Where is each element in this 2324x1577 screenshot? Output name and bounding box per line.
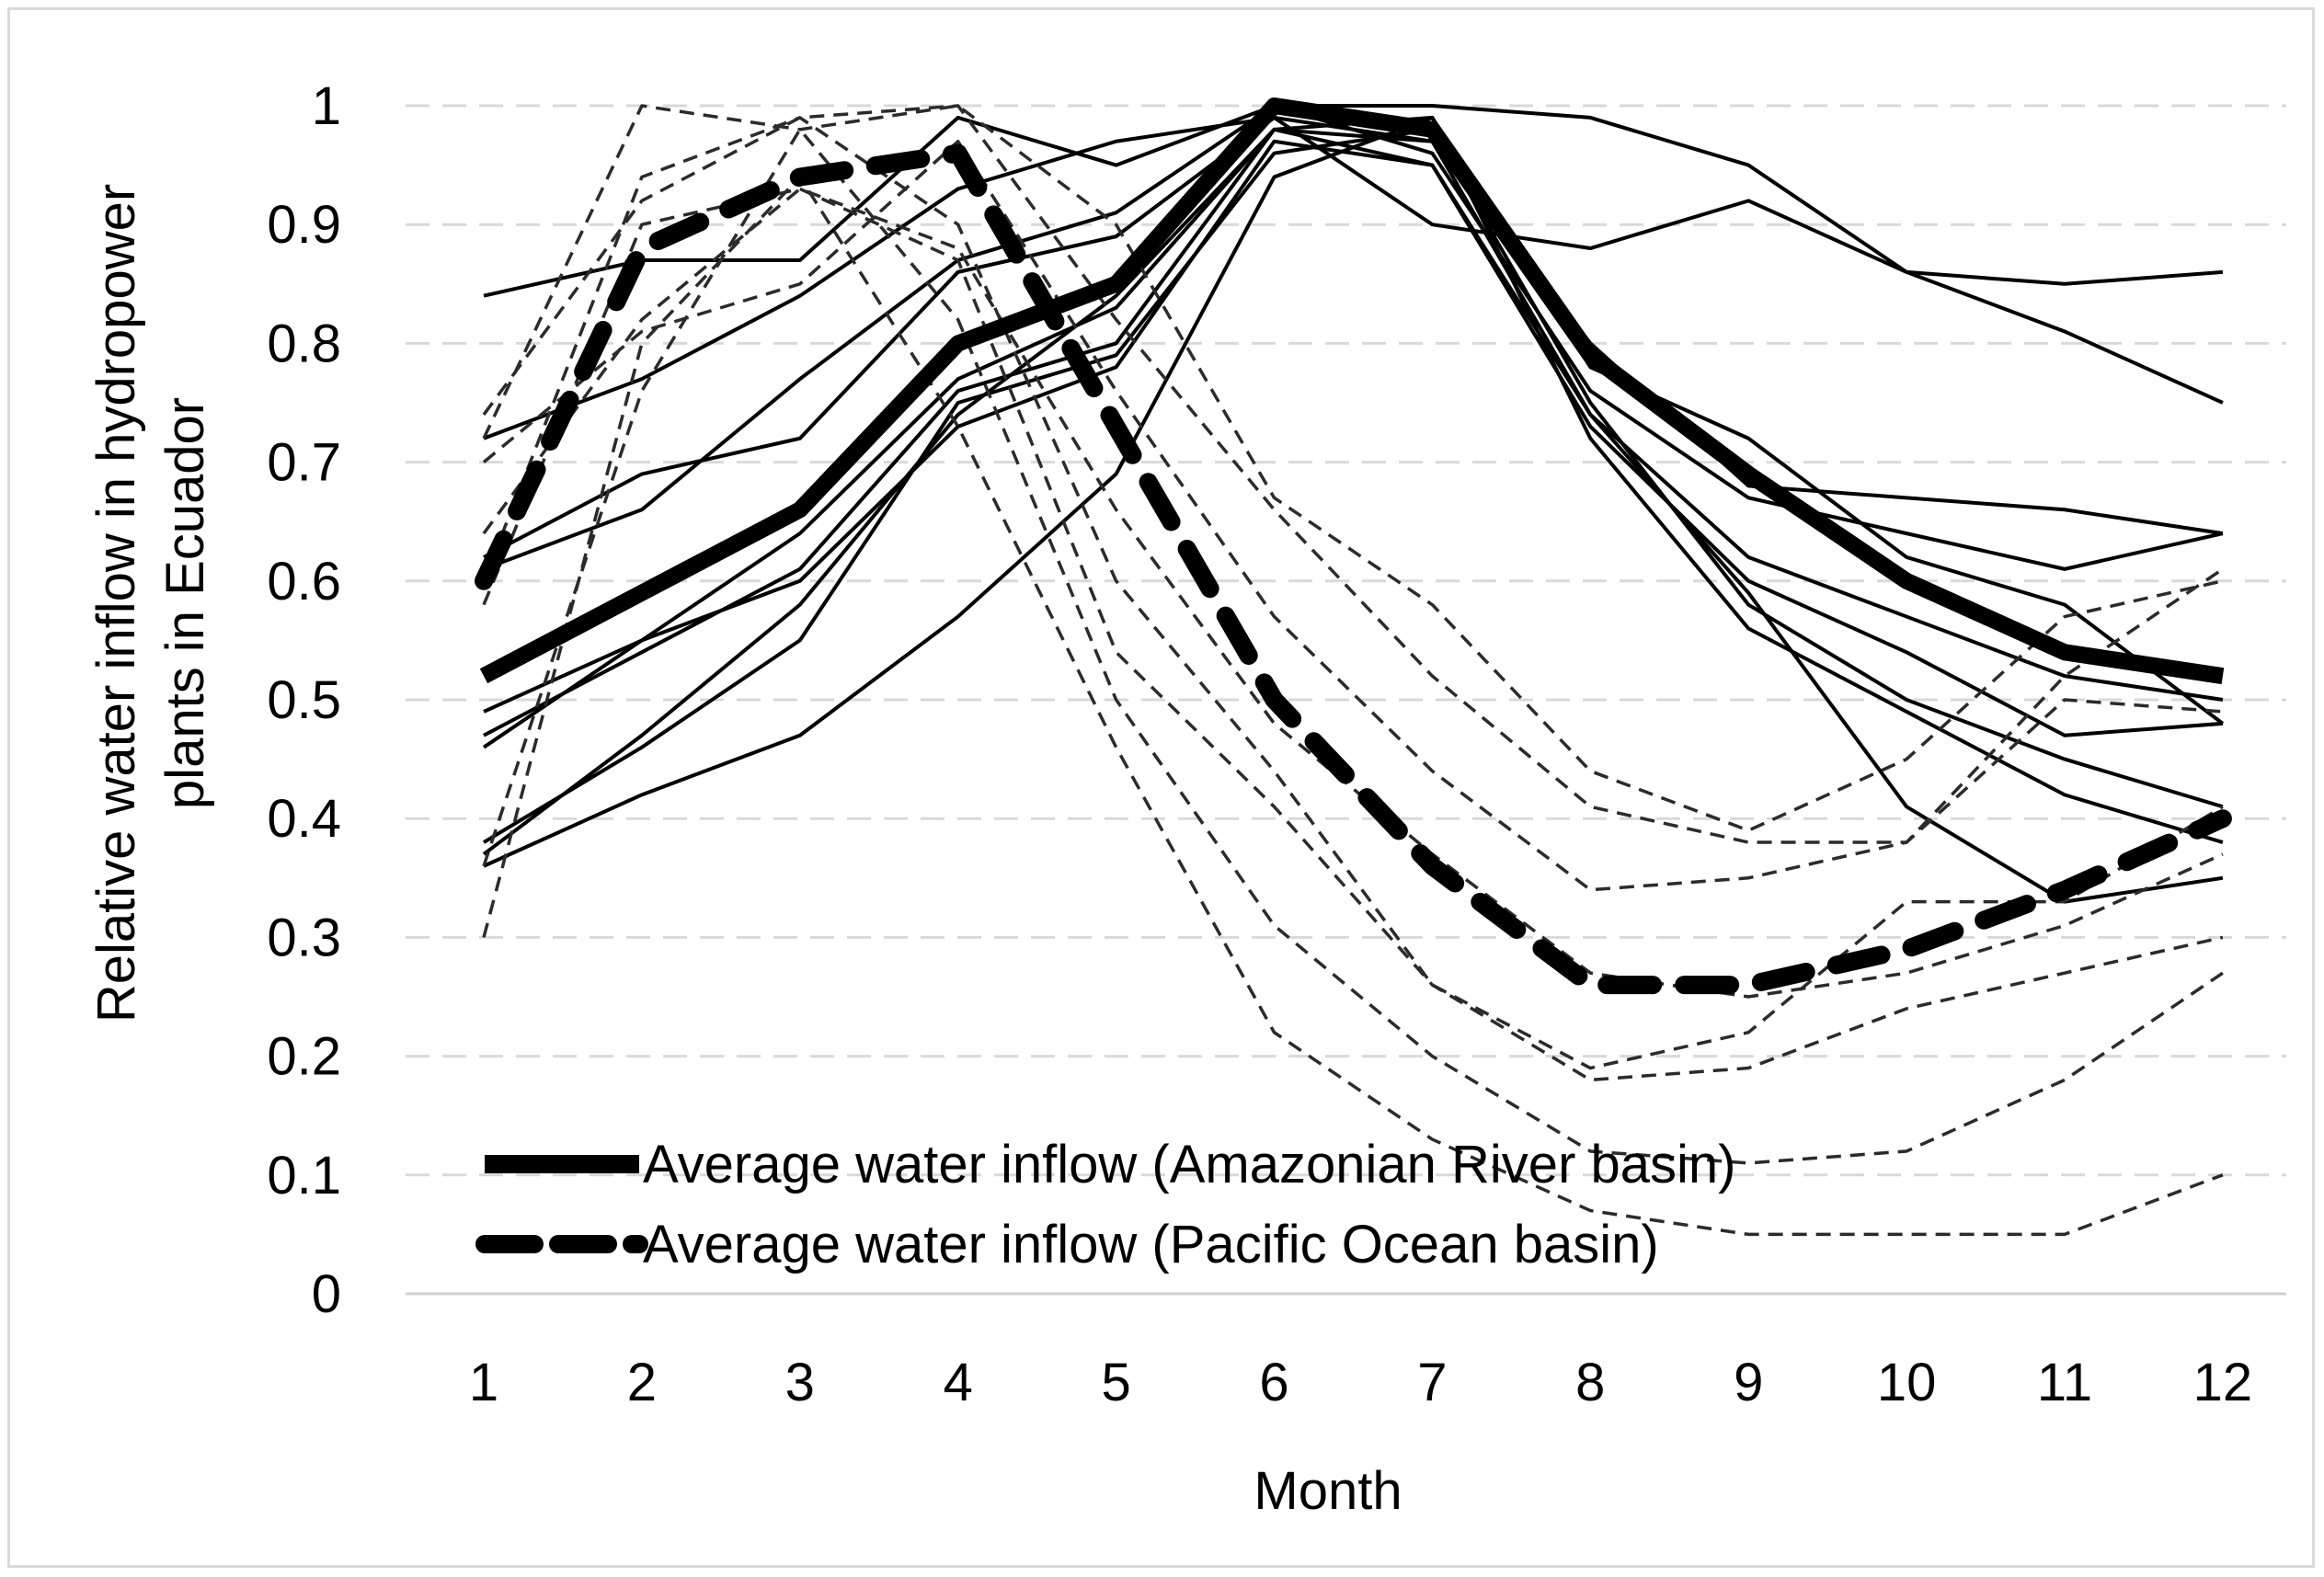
plant-line-amazonian [483, 115, 2224, 440]
y-axis-title-line-2: plants in Ecuador [155, 397, 215, 809]
plant-line-amazonian [482, 139, 2224, 749]
y-tick-label: 1 [312, 76, 341, 136]
plant-line-pacific [482, 187, 2224, 999]
plant-line-pacific [482, 104, 2224, 832]
plant-line-pacific [482, 104, 2224, 844]
legend-label-pacific-average: Average water inflow (Pacific Ocean basi… [643, 1215, 1659, 1274]
y-tick-label: 0.5 [267, 670, 341, 730]
x-tick-label: 6 [1259, 1353, 1288, 1412]
y-tick-label: 0 [312, 1264, 341, 1324]
x-tick-label: 4 [944, 1353, 973, 1412]
plant-line-pacific [482, 140, 2224, 892]
plant-line-amazonian [482, 127, 2224, 904]
x-tick-label: 11 [2037, 1353, 2092, 1412]
average-line-amazonian [479, 97, 2225, 685]
x-tick-label: 12 [2193, 1353, 2253, 1412]
y-tick-label: 0.7 [267, 433, 341, 493]
plant-line-pacific [482, 128, 2224, 1165]
y-axis-title: Relative water inflow in hydropower plan… [86, 184, 215, 1023]
x-axis-tick-labels: 1 2 3 4 5 6 7 8 9 10 11 12 [469, 1353, 2252, 1412]
series-lines [475, 97, 2232, 1237]
x-tick-label: 2 [627, 1353, 657, 1412]
y-tick-label: 0.9 [267, 195, 341, 255]
y-tick-label: 0.3 [267, 908, 341, 967]
x-axis-title: Month [1254, 1461, 1402, 1521]
x-tick-label: 9 [1734, 1353, 1763, 1412]
x-tick-label: 7 [1417, 1353, 1447, 1412]
gridlines [406, 104, 2286, 1296]
plant-line-amazonian [483, 127, 2224, 737]
y-axis-title-line-1: Relative water inflow in hydropower [86, 184, 146, 1023]
plant-line-pacific [482, 175, 2224, 1237]
plant-line-pacific [482, 187, 2224, 1082]
legend: Average water inflow (Amazonian River ba… [475, 1135, 1735, 1274]
y-axis-tick-labels: 0 0.1 0.2 0.3 0.4 0.5 0.6 0.7 0.8 0.9 1 [267, 76, 341, 1324]
y-tick-label: 0.4 [267, 789, 341, 849]
average-line-pacific [475, 143, 2232, 995]
legend-label-amazonian-average: Average water inflow (Amazonian River ba… [643, 1135, 1735, 1194]
plant-line-amazonian [483, 104, 2224, 571]
plant-line-amazonian [483, 115, 2224, 559]
y-tick-label: 0.1 [267, 1146, 341, 1206]
y-tick-label: 0.2 [267, 1027, 341, 1087]
plant-line-amazonian [482, 127, 2224, 844]
x-tick-label: 8 [1575, 1353, 1605, 1412]
x-tick-label: 3 [785, 1353, 815, 1412]
x-tick-label: 1 [469, 1353, 498, 1412]
y-tick-label: 0.6 [267, 552, 341, 611]
y-tick-label: 0.8 [267, 314, 341, 373]
x-tick-label: 5 [1101, 1353, 1130, 1412]
plant-line-pacific [482, 116, 2224, 1070]
plant-line-amazonian [483, 104, 2224, 298]
x-tick-label: 10 [1877, 1353, 1937, 1412]
plant-line-amazonian [483, 115, 2224, 868]
